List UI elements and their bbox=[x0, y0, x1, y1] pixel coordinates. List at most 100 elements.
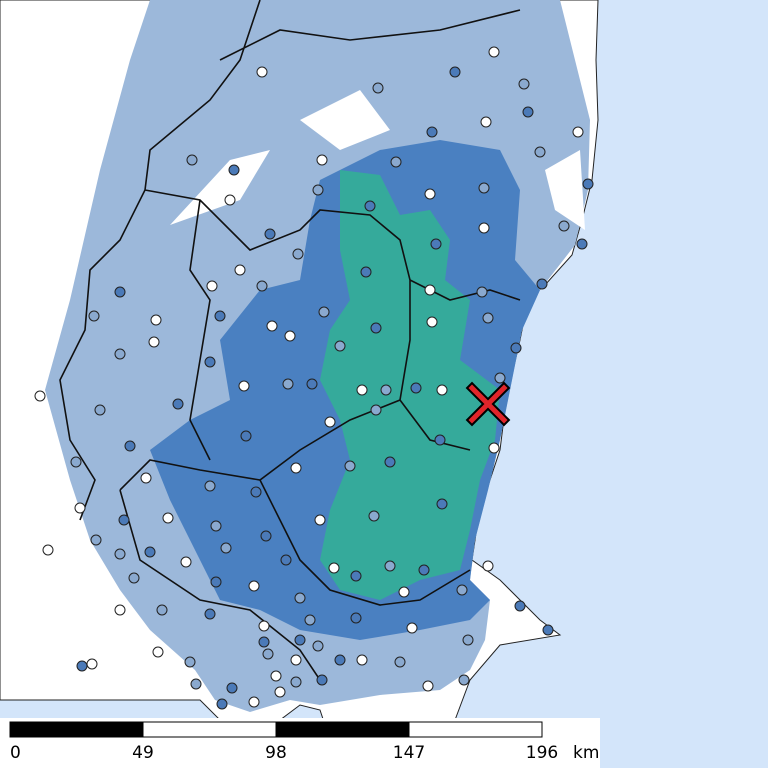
station bbox=[258, 620, 270, 632]
station bbox=[482, 312, 494, 324]
station bbox=[318, 306, 330, 318]
station bbox=[228, 164, 240, 176]
station bbox=[256, 66, 268, 78]
scale-tick-label: 98 bbox=[265, 743, 287, 763]
station bbox=[424, 188, 436, 200]
scale-bar: 0 49 98 147 196 km bbox=[9, 721, 599, 763]
station bbox=[458, 674, 470, 686]
station bbox=[266, 320, 278, 332]
station bbox=[150, 314, 162, 326]
stations bbox=[34, 46, 594, 766]
station bbox=[350, 570, 362, 582]
station bbox=[334, 340, 346, 352]
station bbox=[384, 456, 396, 468]
station bbox=[206, 280, 218, 292]
station bbox=[360, 266, 372, 278]
station bbox=[534, 146, 546, 158]
scale-segment bbox=[9, 721, 144, 738]
scale-segment bbox=[408, 721, 543, 738]
station bbox=[248, 580, 260, 592]
station bbox=[248, 696, 260, 708]
station bbox=[434, 434, 446, 446]
station bbox=[114, 548, 126, 560]
station bbox=[344, 460, 356, 472]
station bbox=[582, 178, 594, 190]
station bbox=[162, 512, 174, 524]
station bbox=[306, 378, 318, 390]
station bbox=[260, 530, 272, 542]
station bbox=[144, 546, 156, 558]
station bbox=[390, 156, 402, 168]
station bbox=[172, 398, 184, 410]
white-gap bbox=[170, 90, 585, 230]
station bbox=[262, 648, 274, 660]
station bbox=[488, 442, 500, 454]
station bbox=[314, 514, 326, 526]
station bbox=[76, 660, 88, 672]
station bbox=[478, 182, 490, 194]
station bbox=[210, 520, 222, 532]
station bbox=[380, 384, 392, 396]
station bbox=[88, 310, 100, 322]
intensity-3-area bbox=[320, 170, 500, 600]
station bbox=[304, 614, 316, 626]
station bbox=[282, 378, 294, 390]
station bbox=[226, 682, 238, 694]
scale-tick-label: 196 bbox=[526, 743, 558, 763]
station bbox=[214, 310, 226, 322]
station bbox=[522, 106, 534, 118]
station bbox=[256, 280, 268, 292]
prefecture-borders bbox=[59, 0, 521, 681]
station bbox=[456, 584, 468, 596]
scale-tick-label: 0 bbox=[10, 743, 21, 763]
station bbox=[114, 604, 126, 616]
station bbox=[156, 604, 168, 616]
station bbox=[436, 498, 448, 510]
station bbox=[290, 654, 302, 666]
station bbox=[290, 676, 302, 688]
scale-segment bbox=[142, 721, 277, 738]
station bbox=[422, 680, 434, 692]
station bbox=[270, 670, 282, 682]
station bbox=[478, 222, 490, 234]
station bbox=[370, 322, 382, 334]
station bbox=[224, 194, 236, 206]
station bbox=[250, 486, 262, 498]
station bbox=[140, 472, 152, 484]
station bbox=[482, 560, 494, 572]
station bbox=[356, 654, 368, 666]
station bbox=[114, 286, 126, 298]
station bbox=[384, 560, 396, 572]
station bbox=[94, 404, 106, 416]
station bbox=[258, 636, 270, 648]
station bbox=[204, 480, 216, 492]
station bbox=[204, 608, 216, 620]
station bbox=[370, 404, 382, 416]
station bbox=[220, 542, 232, 554]
station bbox=[294, 634, 306, 646]
station bbox=[190, 678, 202, 690]
station bbox=[264, 228, 276, 240]
station bbox=[284, 330, 296, 342]
station bbox=[334, 654, 346, 666]
station bbox=[186, 154, 198, 166]
station bbox=[494, 372, 506, 384]
station bbox=[368, 510, 380, 522]
station bbox=[430, 238, 442, 250]
station bbox=[480, 116, 492, 128]
station bbox=[426, 316, 438, 328]
station bbox=[476, 286, 488, 298]
station bbox=[328, 562, 340, 574]
station bbox=[90, 534, 102, 546]
station bbox=[436, 384, 448, 396]
station bbox=[184, 656, 196, 668]
station bbox=[280, 554, 292, 566]
station bbox=[148, 336, 160, 348]
station bbox=[536, 278, 548, 290]
station bbox=[449, 66, 461, 78]
station bbox=[406, 622, 418, 634]
station bbox=[316, 674, 328, 686]
station bbox=[312, 184, 324, 196]
station bbox=[240, 430, 252, 442]
